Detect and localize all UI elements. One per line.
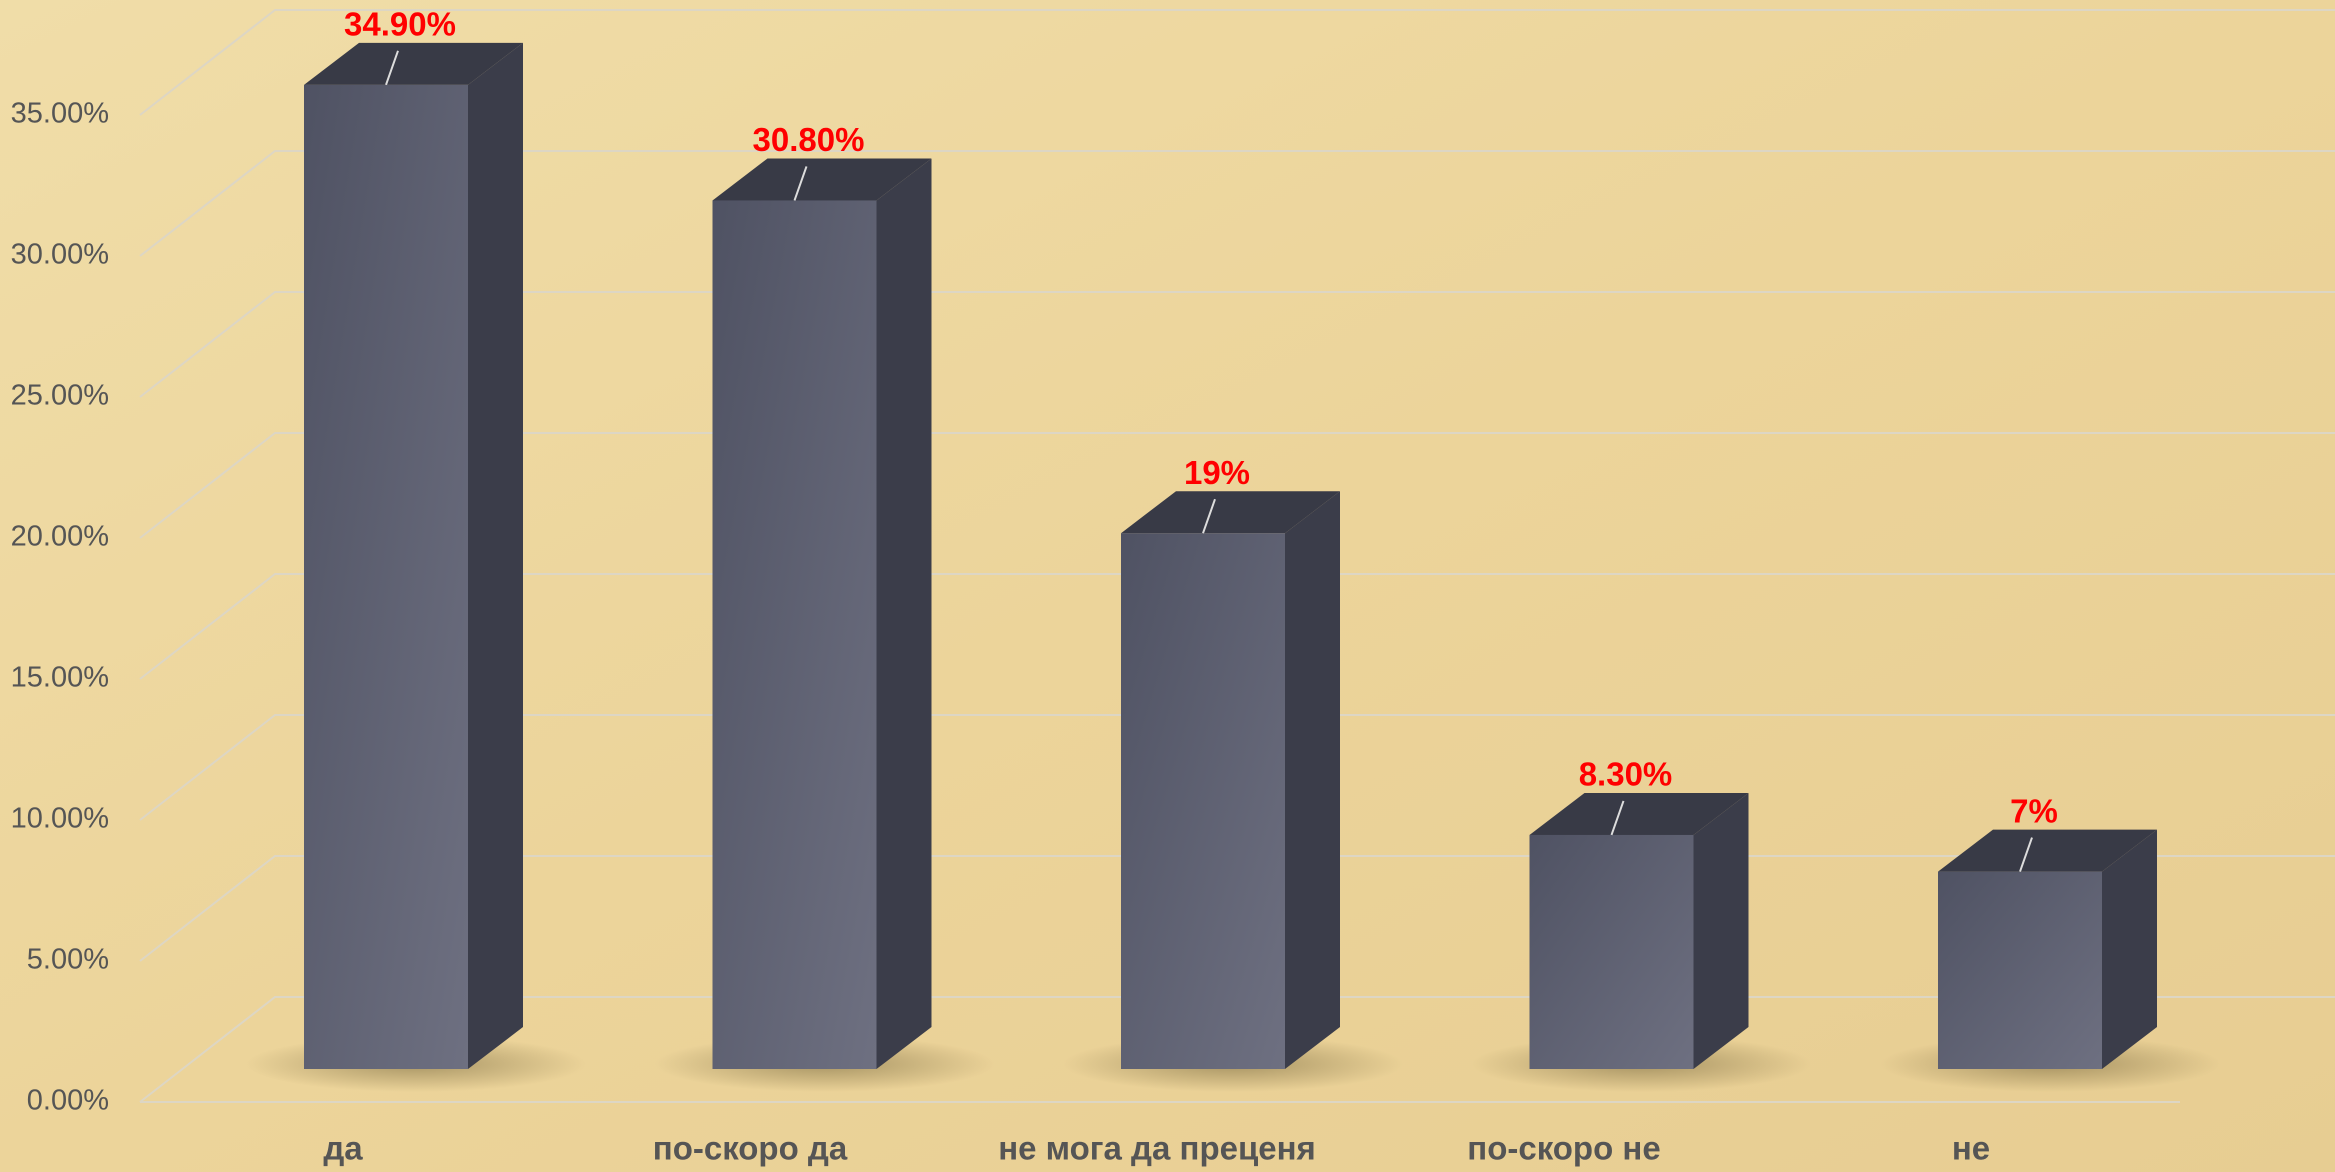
y-tick-label: 0.00% (27, 1085, 109, 1117)
bar (1938, 871, 2102, 1069)
value-label: 7% (2010, 792, 2058, 829)
y-tick-label: 25.00% (11, 380, 109, 412)
x-tick-label: по-скоро да (653, 1130, 848, 1167)
bar-side (1285, 491, 1340, 1069)
label-leader (1202, 498, 1216, 534)
label-leader (2019, 837, 2033, 872)
bar-top (1529, 792, 1749, 835)
value-label: 19% (1184, 454, 1250, 491)
bar-top (1121, 491, 1340, 534)
x-tick-label: по-скоро не (1467, 1130, 1660, 1167)
y-tick-label: 15.00% (11, 662, 109, 694)
value-label: 30.80% (753, 121, 865, 158)
bar (1121, 533, 1285, 1069)
grid-line (139, 9, 2335, 116)
value-label: 8.30% (1579, 756, 1673, 793)
x-tick-label: не мога да преценя (998, 1130, 1316, 1167)
bar-top (1938, 829, 2157, 872)
grid-line (139, 432, 2335, 539)
label-leader (793, 166, 808, 201)
grid-line (139, 291, 2335, 398)
grid-line (139, 150, 2335, 257)
label-leader (1610, 800, 1625, 836)
bar-side (876, 158, 932, 1069)
x-tick-label: не (1952, 1130, 1990, 1167)
y-tick-label: 35.00% (11, 98, 109, 130)
bar-side (468, 42, 523, 1070)
y-tick-label: 30.00% (11, 239, 109, 271)
bar-side (2102, 829, 2157, 1069)
bar-top (712, 158, 932, 201)
value-label: 34.90% (344, 6, 456, 43)
bar (304, 84, 468, 1069)
label-leader (385, 50, 399, 86)
bar-side (1693, 792, 1749, 1069)
y-tick-label: 5.00% (27, 944, 109, 976)
bar (712, 200, 877, 1069)
y-tick-label: 20.00% (11, 521, 109, 553)
y-tick-label: 10.00% (11, 803, 109, 835)
bar (1529, 834, 1694, 1069)
grid-line (139, 714, 2335, 821)
bar-top (304, 42, 523, 85)
x-tick-label: да (323, 1130, 363, 1167)
grid-line (139, 573, 2335, 680)
